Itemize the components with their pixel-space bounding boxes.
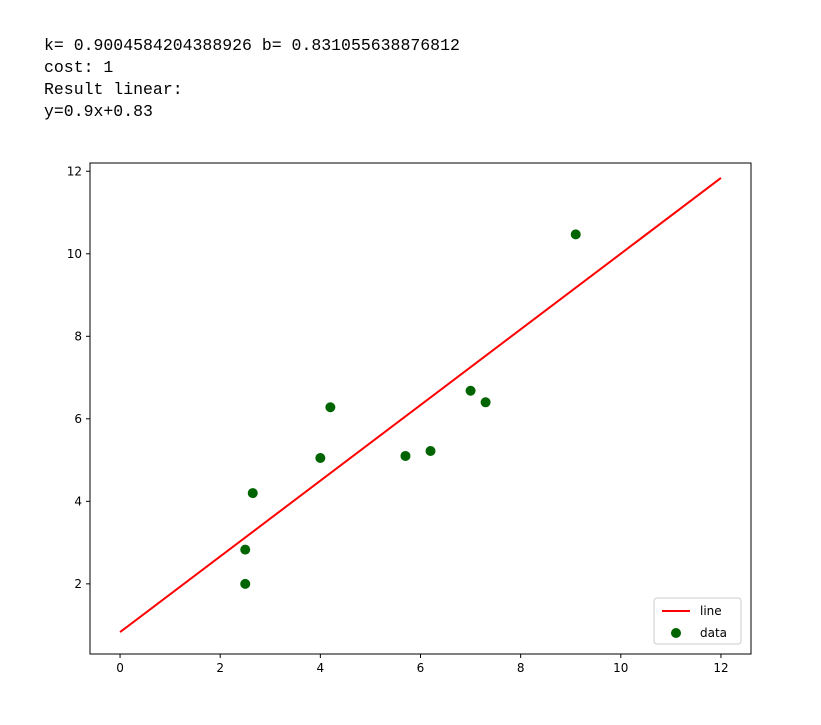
cell-output-text: k= 0.9004584204388926 b= 0.8310556388768… — [44, 35, 460, 123]
output-line-cost: cost: 1 — [44, 58, 114, 77]
x-tick-label: 12 — [713, 661, 728, 675]
x-tick-label: 4 — [317, 661, 325, 675]
series-line-line — [119, 177, 722, 633]
data-point — [247, 488, 258, 499]
x-tick-label: 10 — [613, 661, 628, 675]
y-tick-label: 6 — [74, 412, 82, 426]
legend-label-data: data — [700, 626, 727, 640]
y-tick-label: 4 — [74, 494, 82, 508]
output-line-coefficients: k= 0.9004584204388926 b= 0.8310556388768… — [44, 36, 460, 55]
x-tick-label: 2 — [216, 661, 224, 675]
x-tick-label: 0 — [116, 661, 124, 675]
data-point — [480, 397, 491, 408]
y-tick-label: 10 — [67, 247, 82, 261]
data-point — [325, 402, 336, 413]
data-point — [240, 578, 251, 589]
data-point — [240, 544, 251, 555]
x-tick-label: 8 — [517, 661, 525, 675]
output-line-equation: y=0.9x+0.83 — [44, 102, 153, 121]
y-tick-label: 8 — [74, 329, 82, 343]
legend-label-line: line — [700, 604, 722, 618]
data-point — [465, 385, 476, 396]
data-point — [315, 453, 326, 464]
y-tick-label: 12 — [67, 164, 82, 178]
legend-box — [653, 597, 742, 645]
data-point — [400, 450, 411, 461]
output-line-result-label: Result linear: — [44, 80, 183, 99]
x-tick-label: 6 — [417, 661, 425, 675]
y-tick-label: 2 — [74, 577, 82, 591]
legend-swatch-data — [671, 628, 681, 638]
data-point — [425, 445, 436, 456]
data-point — [570, 229, 581, 240]
